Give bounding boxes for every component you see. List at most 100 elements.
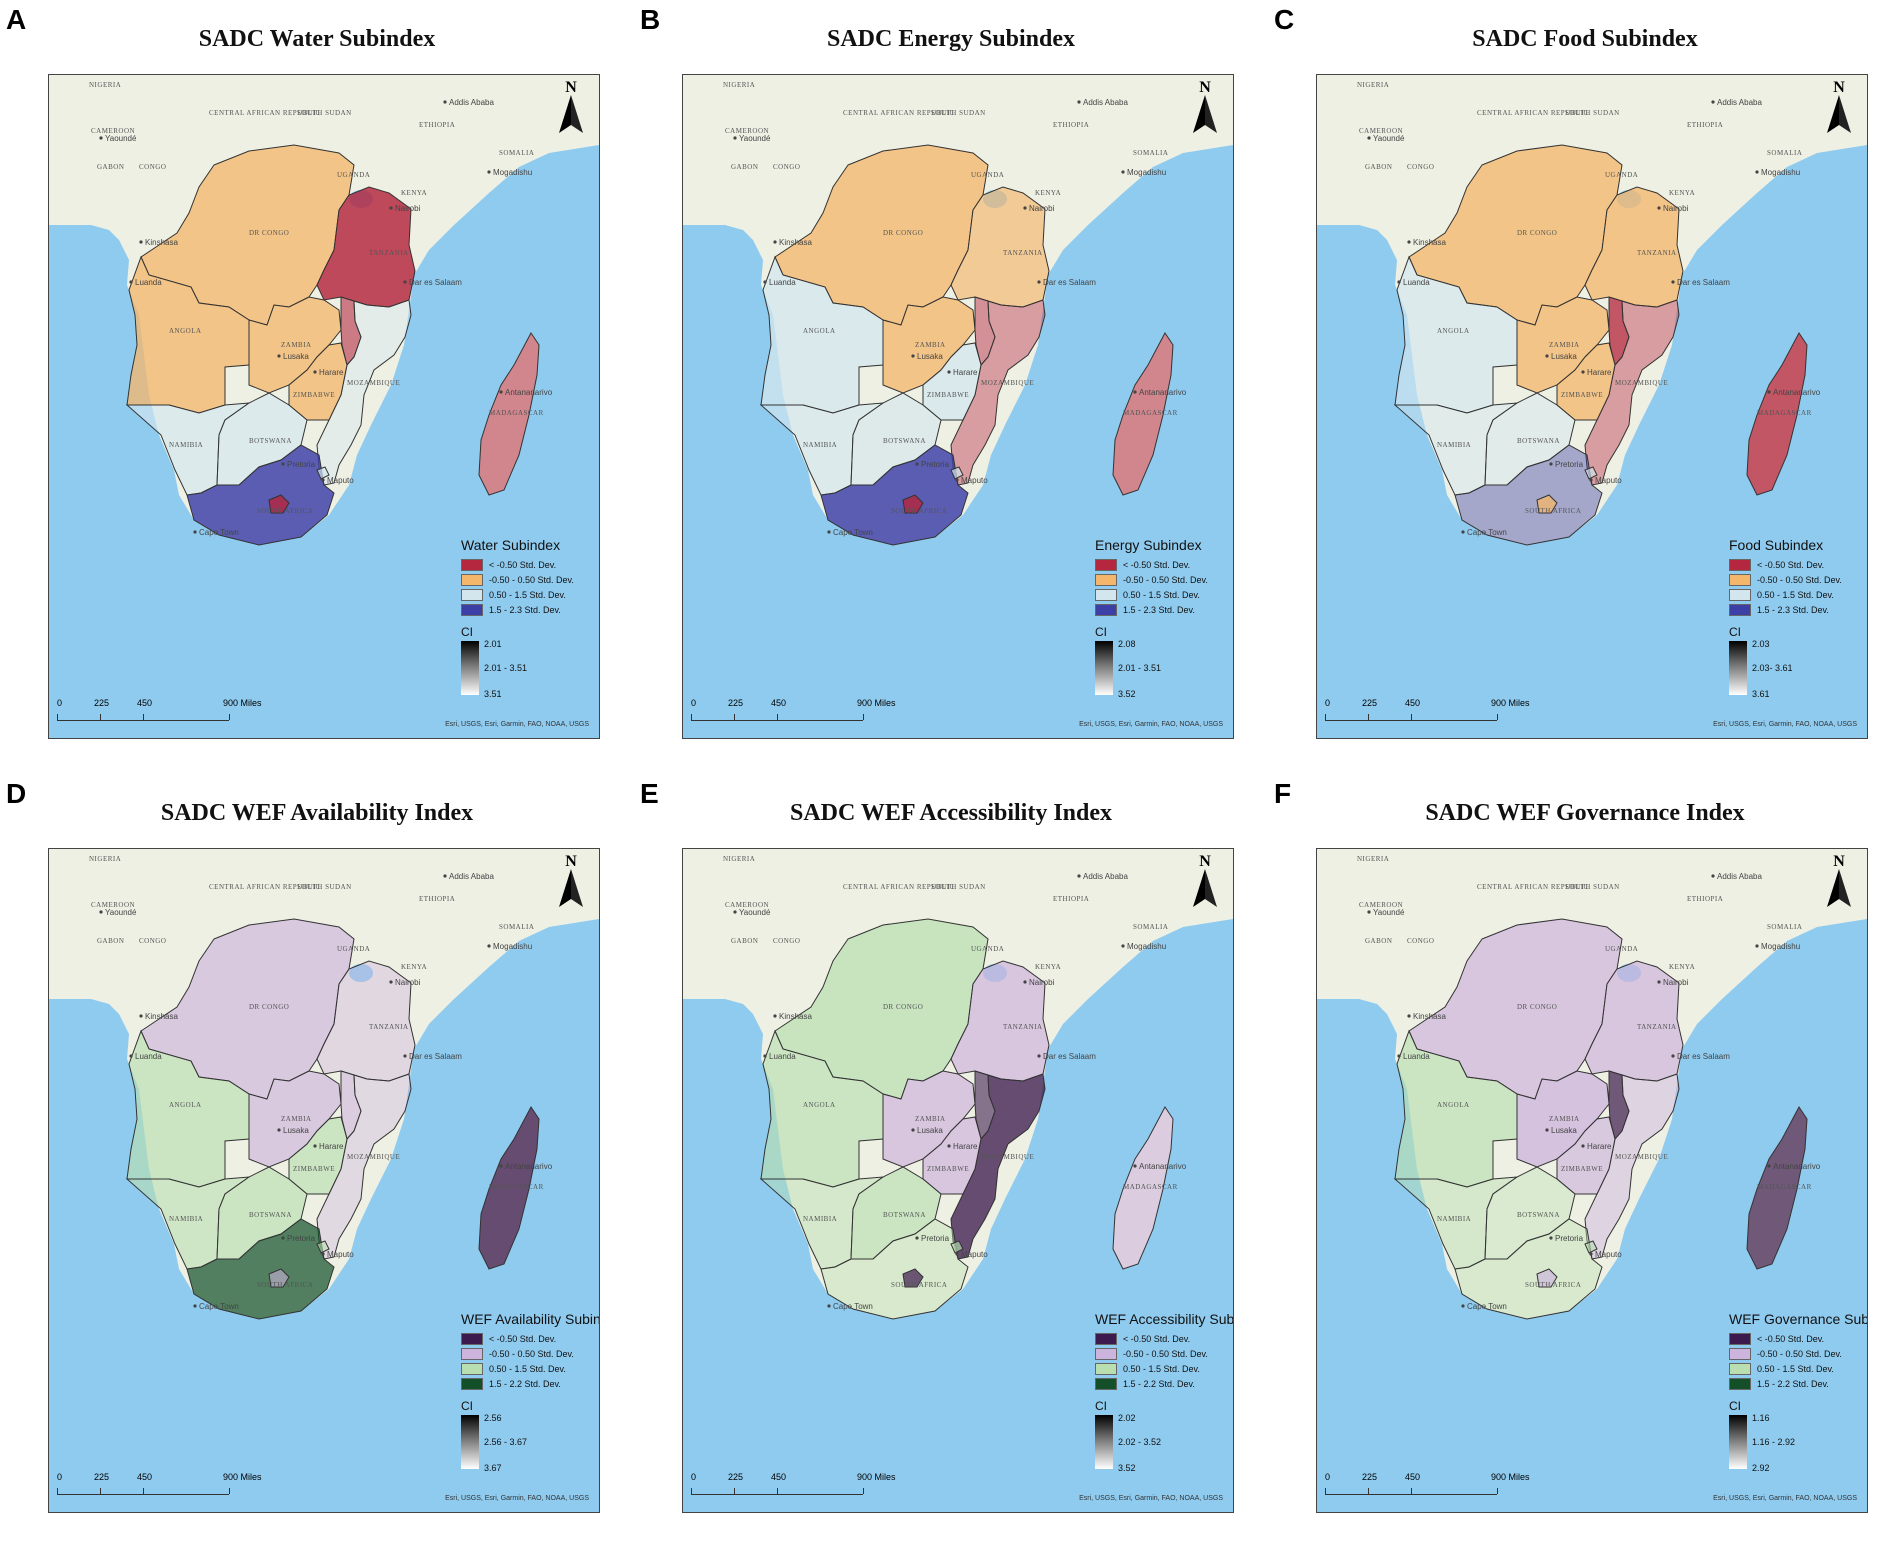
map-credit: Esri, USGS, Esri, Garmin, FAO, NOAA, USG…	[1713, 1495, 1857, 1502]
legend-title: Water Subindex	[461, 537, 561, 553]
city-dot	[129, 1054, 133, 1058]
country-lesotho	[268, 1268, 290, 1288]
legend-row: -0.50 - 0.50 Std. Dev.	[1095, 572, 1231, 587]
ci-top-label: 2.03	[1752, 639, 1770, 649]
country-southafrica	[186, 444, 335, 546]
city-dot	[1589, 1252, 1593, 1256]
legend-title: WEF Governance Subindex	[1729, 1311, 1867, 1327]
legend-label: -0.50 - 0.50 Std. Dev.	[1757, 1348, 1842, 1359]
country-label: GABON	[731, 937, 758, 945]
country-label: ZAMBIA	[1549, 1115, 1580, 1123]
ci-mid-label: 2.01 - 3.51	[484, 663, 528, 673]
city-dot	[947, 1144, 951, 1148]
country-eswatini	[1584, 1240, 1598, 1254]
country-label: MADAGASCAR	[489, 1183, 544, 1191]
city-dot	[733, 910, 737, 914]
country-label: CENTRAL AFRICAN REPUBLIC	[843, 109, 955, 117]
city-dot	[1581, 1144, 1585, 1148]
city-label: Luanda	[135, 1052, 162, 1061]
legend-rows: < -0.50 Std. Dev. -0.50 - 0.50 Std. Dev. 0…	[1095, 1331, 1231, 1391]
city-label: Kinshasa	[1413, 1012, 1446, 1021]
country-label: NIGERIA	[723, 855, 755, 863]
city-dot	[1133, 390, 1137, 394]
city-dot	[1367, 910, 1371, 914]
country-label: MADAGASCAR	[1123, 1183, 1178, 1191]
scale-line	[57, 714, 229, 721]
north-label: N	[565, 853, 577, 870]
country-label: MOZAMBIQUE	[1615, 1153, 1668, 1161]
map-panel-e: E SADC WEF Accessibility Index NIGERIA CA…	[634, 774, 1268, 1548]
country-southafrica	[820, 444, 969, 546]
city-label: Mogadishu	[1127, 168, 1166, 177]
country-label: GABON	[1365, 937, 1392, 945]
north-arrow: N	[553, 853, 589, 913]
country-label: ZIMBABWE	[293, 391, 335, 399]
country-label: UGANDA	[1605, 945, 1638, 953]
legend-row: 0.50 - 1.5 Std. Dev.	[1729, 587, 1865, 602]
scale-tick	[1411, 1488, 1412, 1494]
country-label: ZAMBIA	[281, 341, 312, 349]
city-dot	[1023, 980, 1027, 984]
north-arrow: N	[1187, 79, 1223, 139]
legend-swatch	[1095, 603, 1117, 616]
country-label: TANZANIA	[1003, 1023, 1043, 1031]
city-dot	[1545, 354, 1549, 358]
country-label: MADAGASCAR	[1757, 409, 1812, 417]
scale-tick	[229, 1488, 230, 1494]
country-lesotho	[1536, 1268, 1558, 1288]
city-dot	[1711, 100, 1715, 104]
ci-bottom-label: 3.67	[484, 1463, 502, 1473]
city-dot	[389, 980, 393, 984]
legend-swatch	[1095, 1377, 1117, 1390]
north-arrow-icon	[559, 95, 583, 133]
north-arrow: N	[1821, 853, 1857, 913]
legend-swatch	[1095, 573, 1117, 586]
north-arrow: N	[1821, 79, 1857, 139]
country-label: DR CONGO	[249, 229, 289, 237]
map-frame: NIGERIA CAMEROON Yaoundé CENTRAL AFRICAN RE…	[1316, 848, 1868, 1513]
city-dot	[915, 462, 919, 466]
city-label: Nairobi	[395, 978, 421, 987]
country-label: SOUTH SUDAN	[297, 883, 352, 891]
city-dot	[443, 100, 447, 104]
country-eswatini	[1584, 466, 1598, 480]
scale-tick-label: 450	[1405, 698, 1421, 708]
map-credit: Esri, USGS, Esri, Garmin, FAO, NOAA, USG…	[445, 721, 589, 728]
country-label: CONGO	[773, 163, 800, 171]
city-label: Dar es Salaam	[409, 278, 462, 287]
legend-row: 0.50 - 1.5 Std. Dev.	[1095, 1361, 1231, 1376]
country-label: ZAMBIA	[281, 1115, 312, 1123]
legend-title: Energy Subindex	[1095, 537, 1202, 553]
city-dot	[1037, 1054, 1041, 1058]
country-label: DR CONGO	[1517, 1003, 1557, 1011]
city-label: Maputo	[961, 476, 988, 485]
north-label: N	[1833, 79, 1845, 96]
map-frame: NIGERIA CAMEROON Yaoundé CENTRAL AFRICAN RE…	[682, 74, 1234, 739]
city-label: Kinshasa	[779, 1012, 812, 1021]
panel-letter: E	[640, 778, 659, 809]
panel-title: SADC WEF Availability Index	[160, 800, 474, 826]
country-label: DR CONGO	[883, 229, 923, 237]
country-label: TANZANIA	[1637, 1023, 1677, 1031]
city-dot	[1767, 390, 1771, 394]
scale-tick-label: 225	[1362, 1472, 1378, 1482]
country-label: CONGO	[1407, 937, 1434, 945]
legend-label: < -0.50 Std. Dev.	[1123, 559, 1191, 570]
north-arrow-icon	[1193, 869, 1217, 907]
ci-bottom-label: 3.52	[1118, 1463, 1136, 1473]
legend-rows: < -0.50 Std. Dev. -0.50 - 0.50 Std. Dev. 0…	[461, 1331, 597, 1391]
scale-tick-label: 900 Miles	[1491, 698, 1530, 708]
legend-row: -0.50 - 0.50 Std. Dev.	[1729, 572, 1865, 587]
city-dot	[1755, 944, 1759, 948]
legend-swatch	[461, 1347, 483, 1360]
country-label: NIGERIA	[89, 81, 121, 89]
legend-row: -0.50 - 0.50 Std. Dev.	[1095, 1346, 1231, 1361]
north-arrow: N	[553, 79, 589, 139]
legend: WEF Availability Subindex < -0.50 Std. D…	[461, 1311, 599, 1473]
country-label: CAMEROON	[1359, 901, 1403, 909]
ci-ramp	[1729, 1415, 1747, 1469]
map-panel-c: C SADC Food Subindex NIGERIA CAMEROON Yaou…	[1268, 0, 1902, 774]
city-label: Pretoria	[1555, 460, 1584, 469]
north-label: N	[1199, 853, 1211, 870]
legend: Energy Subindex < -0.50 Std. Dev. -0.50 -…	[1095, 537, 1231, 699]
